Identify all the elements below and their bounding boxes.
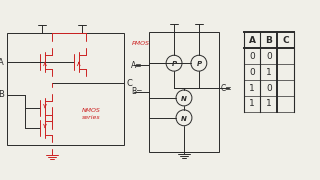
Circle shape [176,110,192,126]
Text: P: P [172,61,177,67]
Text: C: C [126,79,132,88]
Text: 1: 1 [266,99,272,108]
Text: 0: 0 [249,68,255,77]
Text: C=: C= [221,84,232,93]
Text: 1: 1 [249,99,255,108]
Bar [149,32,219,152]
Text: N: N [181,116,187,122]
Text: B: B [0,91,4,100]
Circle shape [176,90,192,106]
Text: B=: B= [131,87,143,96]
Text: P: P [196,61,202,67]
Text: N: N [181,96,187,102]
Text: A=: A= [131,61,143,70]
Text: 0: 0 [249,52,255,61]
Text: 0: 0 [266,84,272,93]
Text: 0: 0 [266,52,272,61]
Text: A: A [249,36,255,45]
Text: PMOS: PMOS [131,41,149,46]
Text: 1: 1 [249,84,255,93]
Circle shape [191,55,207,71]
Text: series: series [82,115,100,120]
Text: A: A [0,58,4,67]
Text: B: B [265,36,272,45]
Text: NMOS: NMOS [82,108,100,113]
Text: C: C [283,36,289,45]
Text: 1: 1 [266,68,272,77]
Circle shape [166,55,182,71]
Bar [7,33,124,145]
